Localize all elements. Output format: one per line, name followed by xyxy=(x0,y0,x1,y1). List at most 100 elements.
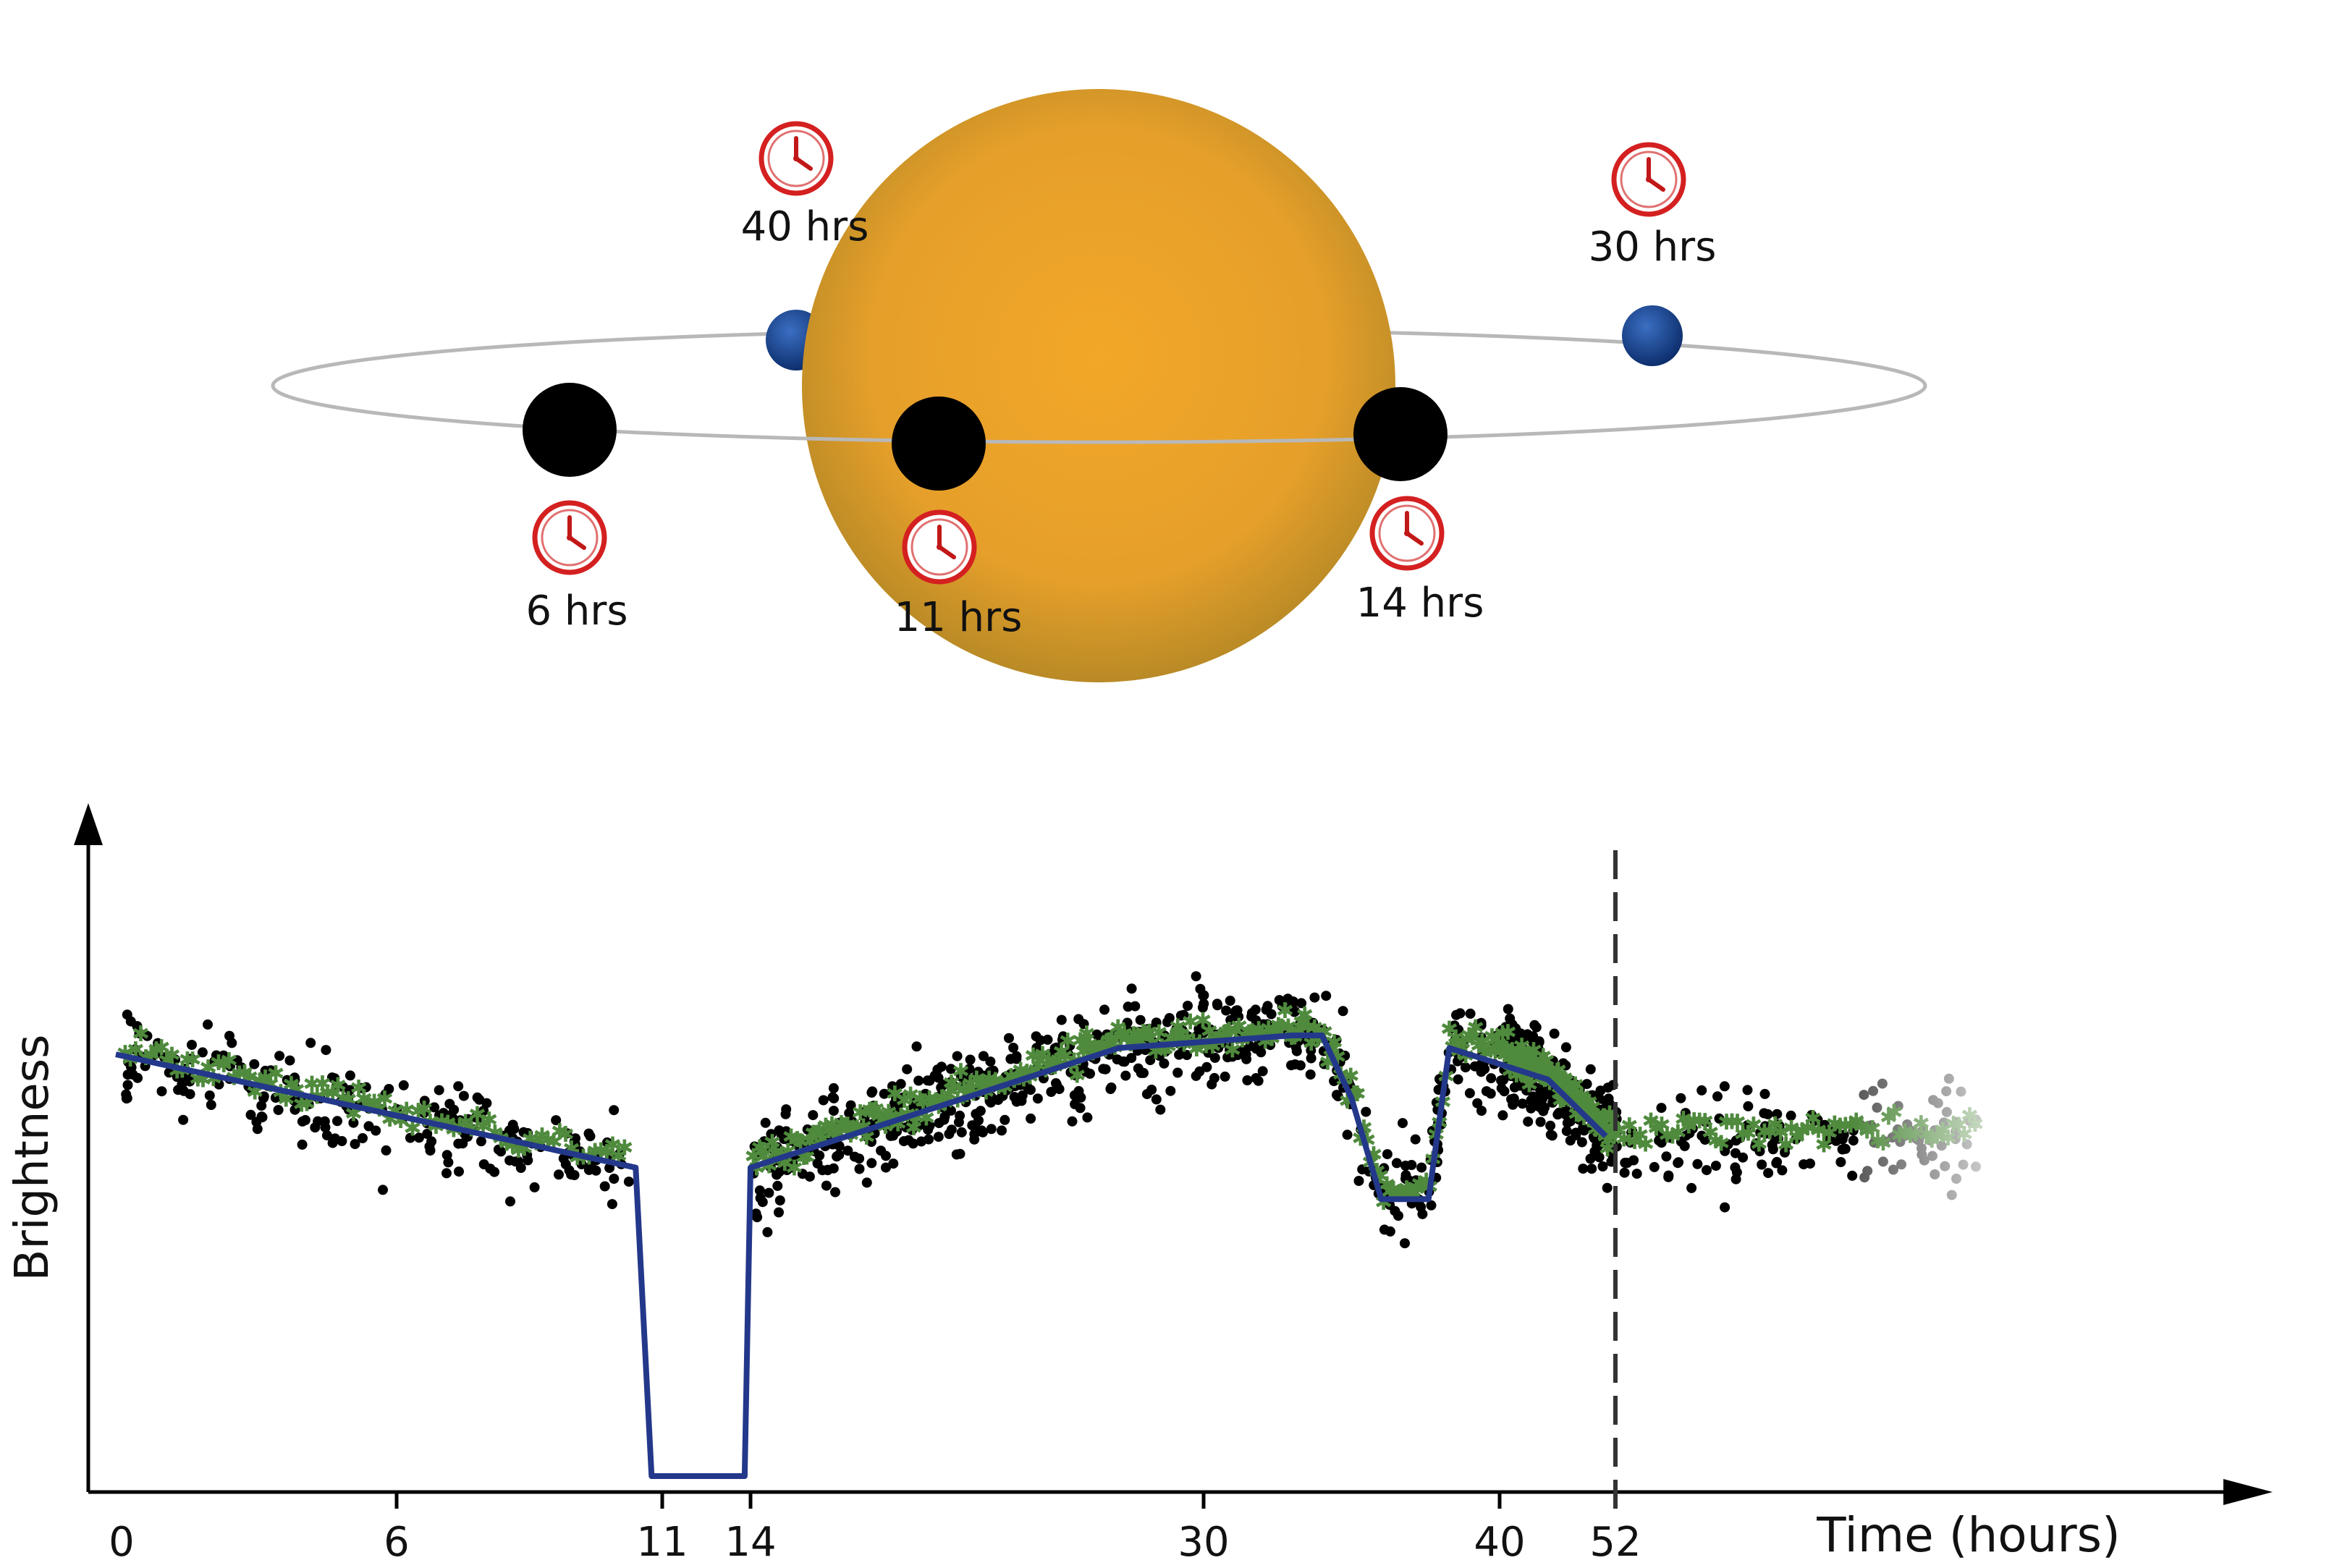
smoothed-sample-point: ✱ xyxy=(1831,1114,1849,1139)
brightness-sample-point xyxy=(601,1137,612,1148)
brightness-sample-point xyxy=(1538,1106,1549,1116)
brightness-sample-point xyxy=(933,1132,944,1143)
smoothed-sample-point: ✱ xyxy=(1197,1034,1215,1059)
brightness-sample-point xyxy=(1576,1137,1587,1148)
smoothed-sample-point: ✱ xyxy=(557,1122,575,1148)
brightness-sample-point xyxy=(185,1076,195,1087)
brightness-sample-point xyxy=(1656,1137,1667,1148)
smoothed-samples: ✱✱✱✱✱✱✱✱✱✱✱✱✱✱✱✱✱✱✱✱✱✱✱✱✱✱✱✱✱✱✱✱✱✱✱✱✱✱✱✱… xyxy=(116,999,1984,1216)
brightness-sample-point xyxy=(270,1093,281,1103)
brightness-sample-point xyxy=(260,1065,271,1076)
brightness-sample-point xyxy=(1340,1051,1351,1061)
smoothed-sample-point: ✱ xyxy=(1744,1113,1762,1138)
smoothed-sample-point: ✱ xyxy=(1717,1110,1736,1135)
brightness-sample-point xyxy=(481,1098,492,1109)
brightness-sample-point xyxy=(418,1108,429,1119)
brightness-sample-point xyxy=(290,1075,300,1085)
brightness-sample-point xyxy=(381,1145,392,1156)
brightness-sample-point xyxy=(1290,1059,1301,1069)
brightness-sample-point xyxy=(327,1137,338,1148)
brightness-sample-point xyxy=(1172,1067,1183,1078)
smoothed-sample-point: ✱ xyxy=(1809,1119,1827,1144)
brightness-sample-point xyxy=(214,1079,224,1090)
brightness-sample-point xyxy=(1342,1130,1353,1140)
brightness-sample-point xyxy=(902,1064,913,1075)
brightness-sample-point xyxy=(952,1051,963,1061)
brightness-sample-point xyxy=(1031,1043,1042,1054)
brightness-sample-point xyxy=(908,1101,918,1112)
smoothed-sample-point: ✱ xyxy=(1772,1120,1790,1145)
brightness-sample-point xyxy=(1656,1103,1667,1114)
brightness-sample-point xyxy=(1398,1118,1408,1129)
brightness-sample-point xyxy=(1225,996,1235,1006)
brightness-sample-point xyxy=(1596,1108,1607,1119)
brightness-sample-point xyxy=(1221,1005,1232,1016)
brightness-sample-point xyxy=(1586,1103,1597,1114)
brightness-sample-point xyxy=(985,1056,996,1067)
brightness-sample-point xyxy=(1479,1044,1489,1055)
brightness-sample-point xyxy=(505,1196,515,1207)
brightness-sample-point xyxy=(1820,1119,1830,1130)
brightness-sample-point xyxy=(1460,1062,1471,1073)
brightness-sample-point xyxy=(787,1162,797,1173)
brightness-sample-point xyxy=(343,1093,354,1103)
planet-dark-14h xyxy=(1353,387,1448,481)
smoothed-sample-point: ✱ xyxy=(1680,1114,1698,1140)
brightness-sample-point xyxy=(300,1115,310,1125)
brightness-sample-point xyxy=(1149,1048,1160,1059)
smoothed-sample-point: ✱ xyxy=(329,1073,347,1098)
brightness-sample-point xyxy=(1450,1035,1460,1046)
brightness-sample-point xyxy=(1078,1019,1089,1030)
brightness-sample-point xyxy=(1303,1036,1314,1047)
brightness-sample-point xyxy=(1145,1055,1156,1066)
brightness-sample-point xyxy=(1426,1200,1437,1211)
brightness-sample-point xyxy=(1714,1113,1725,1124)
brightness-sample-point xyxy=(1555,1073,1566,1083)
brightness-sample-point xyxy=(1654,1128,1665,1138)
smoothed-sample-point: ✱ xyxy=(1394,1182,1412,1208)
brightness-sample-point xyxy=(1730,1148,1741,1158)
brightness-sample-point xyxy=(1257,1066,1268,1077)
label-30-hrs: 30 hrs xyxy=(1589,224,1717,271)
brightness-sample-point xyxy=(127,1069,138,1080)
brightness-sample-point xyxy=(208,1056,219,1067)
smoothed-sample-point: ✱ xyxy=(1296,1003,1314,1028)
brightness-sample-point xyxy=(832,1151,842,1162)
smoothed-sample-point: ✱ xyxy=(1777,1133,1795,1158)
brightness-sample-point xyxy=(844,1108,855,1119)
smoothed-sample-point: ✱ xyxy=(905,1116,923,1141)
brightness-sample-point xyxy=(1812,1114,1823,1125)
brightness-sample-point xyxy=(1730,1174,1741,1185)
brightness-sample-point xyxy=(875,1112,886,1123)
brightness-sample-point xyxy=(829,1093,840,1103)
smoothed-sample-point: ✱ xyxy=(1503,1038,1521,1064)
brightness-sample-point xyxy=(1521,1085,1532,1096)
label-11-hrs: 11 hrs xyxy=(895,594,1023,641)
light-curve-chart: Brightness Time (hours) 0 6 11 14 30 40 52 ✱✱✱… xyxy=(6,803,2273,1566)
brightness-sample-point xyxy=(1529,1020,1540,1030)
smoothed-sample-point: ✱ xyxy=(942,1071,960,1096)
smoothed-sample-point: ✱ xyxy=(1078,1022,1096,1047)
smoothed-sample-point: ✱ xyxy=(1497,1037,1515,1062)
brightness-sample-point xyxy=(1220,1071,1230,1082)
brightness-sample-point xyxy=(1619,1167,1630,1178)
brightness-sample-point xyxy=(1603,1093,1614,1104)
brightness-sample-point xyxy=(1503,1004,1513,1014)
brightness-sample-point xyxy=(458,1090,469,1101)
brightness-sample-point xyxy=(363,1121,374,1132)
brightness-sample-point xyxy=(1197,1002,1208,1013)
brightness-sample-point xyxy=(585,1131,596,1142)
brightness-sample-point xyxy=(1513,1058,1524,1069)
brightness-sample-point xyxy=(1767,1144,1778,1155)
brightness-sample-point xyxy=(897,1092,908,1103)
brightness-sample-point xyxy=(936,1061,947,1072)
brightness-sample-point xyxy=(1102,1029,1112,1040)
brightness-sample-point xyxy=(1099,1004,1110,1015)
brightness-sample-point xyxy=(1119,1056,1130,1067)
brightness-sample-point xyxy=(1100,1064,1111,1075)
brightness-sample-point xyxy=(1361,1106,1372,1117)
brightness-sample-point xyxy=(1017,1090,1028,1101)
brightness-sample-point xyxy=(419,1096,430,1106)
brightness-sample-point xyxy=(187,1040,197,1050)
smoothed-sample-point: ✱ xyxy=(1733,1122,1751,1148)
